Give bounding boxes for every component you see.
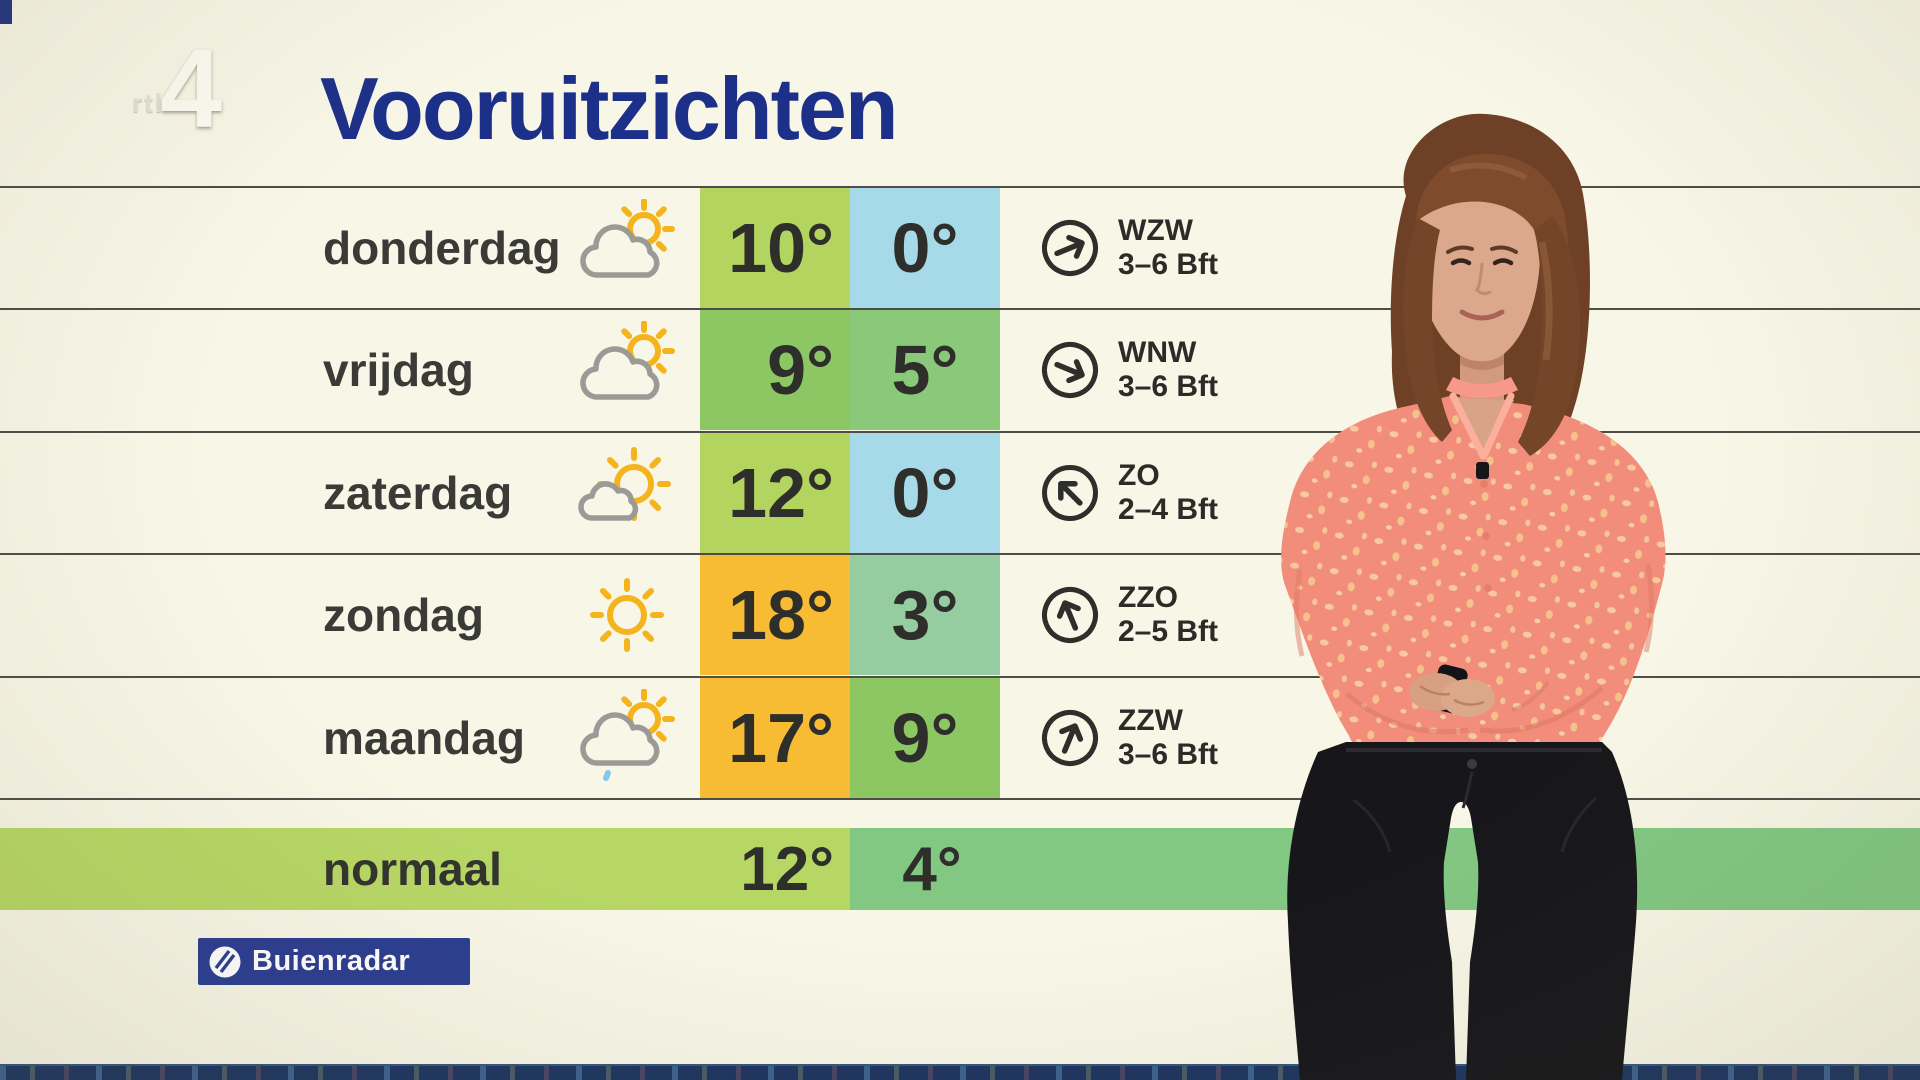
- wind-force: 3–6 Bft: [1118, 248, 1219, 281]
- day-label: maandag: [323, 712, 525, 764]
- max-temp-cell: 9°: [700, 310, 850, 430]
- max-temp-cell: 18°: [700, 555, 850, 675]
- day-label: vrijdag: [323, 344, 474, 396]
- wind-direction-arrow-icon: [1038, 216, 1102, 280]
- wind-info: ZZW 3–6 Bft: [1118, 704, 1218, 772]
- max-temp-cell: 12°: [700, 433, 850, 553]
- max-temp: 10°: [728, 209, 834, 287]
- channel-4-watermark: 4: [160, 26, 223, 151]
- presenter: [1281, 113, 1666, 1080]
- divider: [0, 553, 1920, 555]
- min-temp: 3°: [891, 576, 959, 654]
- forecast-row: vrijdag 9° 5° WNW 3–6 Bft: [0, 310, 1920, 430]
- wind-direction: ZZW: [1118, 704, 1183, 737]
- max-temp: 18°: [728, 576, 834, 654]
- wind-force: 2–4 Bft: [1118, 493, 1219, 526]
- forecast-row: zaterdag 12° 0° ZO 2–4 Bft: [0, 433, 1920, 553]
- min-temp-cell: 0°: [850, 188, 1000, 308]
- wind-direction: ZZO: [1118, 581, 1178, 614]
- wind-force: 3–6 Bft: [1118, 370, 1219, 403]
- day-label: donderdag: [323, 222, 561, 274]
- wind-force: 3–6 Bft: [1118, 738, 1219, 771]
- wind-direction-arrow-icon: [1038, 706, 1102, 770]
- max-temp: 9°: [767, 331, 834, 409]
- wind-info: WNW 3–6 Bft: [1118, 336, 1218, 404]
- lavalier-mic: [1476, 462, 1489, 479]
- sun-with-small-cloud-icon: [568, 444, 686, 542]
- day-label: zondag: [323, 589, 484, 641]
- sun-behind-cloud-drizzle-icon: [568, 689, 686, 787]
- max-temp: 17°: [728, 699, 834, 777]
- min-temp: 5°: [891, 331, 959, 409]
- normal-values-band: normaal 12°: [0, 828, 850, 910]
- page-title: Vooruitzichten: [320, 59, 899, 158]
- wind-direction-arrow-icon: [1038, 583, 1102, 647]
- normal-label: normaal: [323, 843, 502, 895]
- min-temp-cell: 0°: [850, 433, 1000, 553]
- rtl4-channel-logo: rtl 4: [126, 26, 256, 170]
- wind-direction-arrow-icon: [1038, 338, 1102, 402]
- buienradar-logo: Buienradar: [198, 938, 470, 985]
- presenter-jeans: [1287, 742, 1638, 1080]
- min-temp: 9°: [891, 699, 959, 777]
- max-temp-cell: 17°: [700, 678, 850, 798]
- video-edge-artifact: [0, 0, 12, 24]
- normal-max-temp: 12°: [740, 834, 834, 904]
- wind-info: ZZO 2–5 Bft: [1118, 581, 1218, 649]
- normal-min-temp: 4°: [902, 834, 962, 904]
- max-temp: 12°: [728, 454, 834, 532]
- min-temp-cell: 9°: [850, 678, 1000, 798]
- forecast-row: zondag 18° 3° ZZO 2–5 Bft: [0, 555, 1920, 675]
- buienradar-icon: [209, 946, 241, 977]
- wind-info: WZW 3–6 Bft: [1118, 214, 1218, 282]
- divider: [0, 798, 1920, 800]
- rtl-watermark-text: rtl: [132, 88, 164, 118]
- divider: [0, 308, 1920, 310]
- wind-info: ZO 2–4 Bft: [1118, 459, 1218, 527]
- sunny-icon: [568, 566, 686, 664]
- forecast-row: maandag 17° 9° ZZW 3–6 Bft: [0, 678, 1920, 798]
- min-temp-cell: 3°: [850, 555, 1000, 675]
- divider: [0, 431, 1920, 433]
- sun-behind-large-cloud-icon: [568, 321, 686, 419]
- min-temp: 0°: [891, 209, 959, 287]
- max-temp-cell: 10°: [700, 188, 850, 308]
- wind-direction: WZW: [1118, 214, 1193, 247]
- sun-behind-large-cloud-icon: [568, 199, 686, 297]
- min-temp: 0°: [891, 454, 959, 532]
- divider: [0, 676, 1920, 678]
- presenter-face: [1415, 162, 1541, 362]
- wind-direction: ZO: [1118, 459, 1160, 492]
- forecast-row: donderdag 10° 0° WZW 3–6 Bft: [0, 188, 1920, 308]
- min-temp-cell: 5°: [850, 310, 1000, 430]
- wind-force: 2–5 Bft: [1118, 615, 1219, 648]
- buienradar-label: Buienradar: [252, 945, 411, 977]
- wind-direction-arrow-icon: [1038, 461, 1102, 525]
- wind-direction: WNW: [1118, 336, 1197, 369]
- day-label: zaterdag: [323, 467, 513, 519]
- divider: [0, 186, 1920, 188]
